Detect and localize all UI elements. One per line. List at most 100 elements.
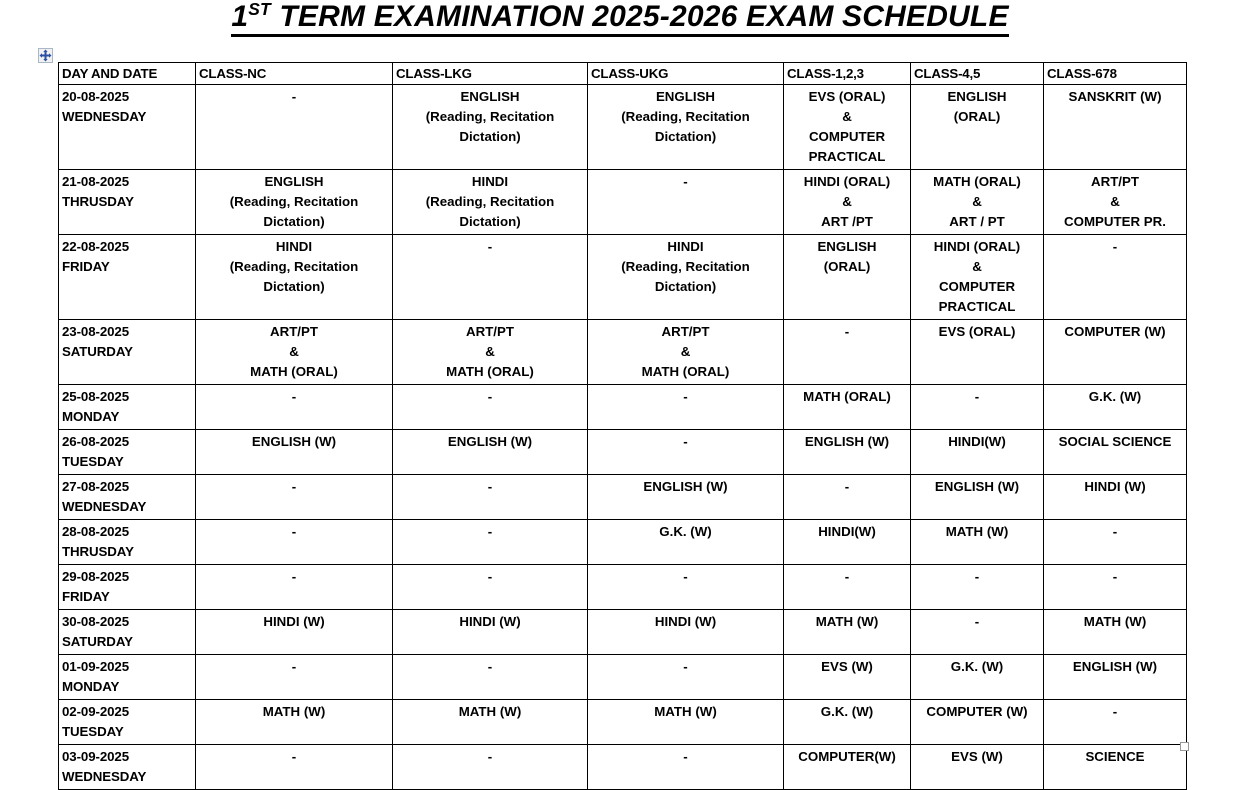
exam-date: 29-08-2025 xyxy=(62,569,130,584)
subject-cell: ART/PT & MATH (ORAL) xyxy=(392,319,588,385)
subject-cell: MATH (ORAL) xyxy=(783,384,911,430)
exam-weekday: THRUSDAY xyxy=(62,194,134,209)
subject-cell: - xyxy=(392,234,588,320)
subject-cell: ENGLISH (W) xyxy=(910,474,1044,520)
subject-cell: HINDI(W) xyxy=(783,519,911,565)
exam-weekday: MONDAY xyxy=(62,679,120,694)
subject-cell: HINDI (Reading, Recitation Dictation) xyxy=(195,234,393,320)
table-move-handle[interactable] xyxy=(38,48,53,63)
table-row: 02-09-2025 TUESDAY MATH (W) MATH (W) MATH (W… xyxy=(58,699,1187,745)
subject-cell: HINDI (ORAL) & COMPUTER PRACTICAL xyxy=(910,234,1044,320)
table-row: 29-08-2025 FRIDAY - - - - - - xyxy=(58,564,1187,610)
exam-weekday: FRIDAY xyxy=(62,259,110,274)
page-title-superscript: ST xyxy=(248,0,271,19)
exam-date: 03-09-2025 xyxy=(62,749,130,764)
table-row: 30-08-2025 SATURDAY HINDI (W) HINDI (W) HIND… xyxy=(58,609,1187,655)
subject-cell: ART/PT & MATH (ORAL) xyxy=(587,319,784,385)
page-title-text: 1ST TERM EXAMINATION 2025-2026 EXAM SCHE… xyxy=(231,0,1009,37)
subject-cell: - xyxy=(195,654,393,700)
subject-cell: - xyxy=(587,744,784,790)
exam-weekday: SATURDAY xyxy=(62,634,133,649)
exam-date: 20-08-2025 xyxy=(62,89,130,104)
table-header-row: DAY AND DATE CLASS-NC CLASS-LKG CLASS-UKG CL… xyxy=(58,62,1187,85)
subject-cell: - xyxy=(910,609,1044,655)
column-header-2: CLASS-LKG xyxy=(392,62,588,85)
subject-cell: ENGLISH (Reading, Recitation Dictation) xyxy=(195,169,393,235)
day-and-date-cell: 03-09-2025 WEDNESDAY xyxy=(58,744,196,790)
subject-cell: - xyxy=(783,319,911,385)
subject-cell: HINDI (Reading, Recitation Dictation) xyxy=(392,169,588,235)
subject-cell: EVS (ORAL) xyxy=(910,319,1044,385)
day-and-date-cell: 23-08-2025 SATURDAY xyxy=(58,319,196,385)
subject-cell: - xyxy=(195,474,393,520)
subject-cell: - xyxy=(392,744,588,790)
table-resize-handle[interactable] xyxy=(1180,742,1189,751)
subject-cell: HINDI (W) xyxy=(195,609,393,655)
subject-cell: - xyxy=(1043,699,1187,745)
column-header-1: CLASS-NC xyxy=(195,62,393,85)
subject-cell: - xyxy=(392,384,588,430)
exam-date: 30-08-2025 xyxy=(62,614,130,629)
table-body: 20-08-2025 WEDNESDAY - ENGLISH (Reading, Re… xyxy=(58,84,1187,790)
exam-date: 26-08-2025 xyxy=(62,434,130,449)
subject-cell: G.K. (W) xyxy=(587,519,784,565)
subject-cell: - xyxy=(910,384,1044,430)
subject-cell: - xyxy=(195,564,393,610)
table-row: 26-08-2025 TUESDAY ENGLISH (W) ENGLISH (W) -… xyxy=(58,429,1187,475)
exam-date: 21-08-2025 xyxy=(62,174,130,189)
exam-weekday: WEDNESDAY xyxy=(62,769,147,784)
exam-schedule-table-container: DAY AND DATE CLASS-NC CLASS-LKG CLASS-UKG CL… xyxy=(58,62,1187,790)
exam-weekday: WEDNESDAY xyxy=(62,499,147,514)
exam-date: 01-09-2025 xyxy=(62,659,130,674)
subject-cell: HINDI (ORAL) & ART /PT xyxy=(783,169,911,235)
day-and-date-cell: 20-08-2025 WEDNESDAY xyxy=(58,84,196,170)
subject-cell: ENGLISH (W) xyxy=(195,429,393,475)
subject-cell: - xyxy=(910,564,1044,610)
table-row: 22-08-2025 FRIDAY HINDI (Reading, Recitati… xyxy=(58,234,1187,320)
exam-date: 23-08-2025 xyxy=(62,324,130,339)
subject-cell: EVS (W) xyxy=(783,654,911,700)
subject-cell: - xyxy=(783,564,911,610)
column-header-5: CLASS-4,5 xyxy=(910,62,1044,85)
subject-cell: G.K. (W) xyxy=(910,654,1044,700)
day-and-date-cell: 21-08-2025 THRUSDAY xyxy=(58,169,196,235)
subject-cell: ENGLISH (W) xyxy=(392,429,588,475)
exam-date: 28-08-2025 xyxy=(62,524,130,539)
subject-cell: MATH (W) xyxy=(195,699,393,745)
table-row: 01-09-2025 MONDAY - - - EVS (W) G.K. (W) ENGLIS… xyxy=(58,654,1187,700)
table-row: 21-08-2025 THRUSDAY ENGLISH (Reading, Reci… xyxy=(58,169,1187,235)
subject-cell: MATH (W) xyxy=(910,519,1044,565)
subject-cell: - xyxy=(587,169,784,235)
subject-cell: SANSKRIT (W) xyxy=(1043,84,1187,170)
subject-cell: COMPUTER (W) xyxy=(1043,319,1187,385)
day-and-date-cell: 26-08-2025 TUESDAY xyxy=(58,429,196,475)
subject-cell: - xyxy=(1043,519,1187,565)
column-header-6: CLASS-678 xyxy=(1043,62,1187,85)
subject-cell: - xyxy=(783,474,911,520)
subject-cell: ART/PT & COMPUTER PR. xyxy=(1043,169,1187,235)
subject-cell: MATH (ORAL) & ART / PT xyxy=(910,169,1044,235)
exam-weekday: TUESDAY xyxy=(62,454,124,469)
exam-weekday: TUESDAY xyxy=(62,724,124,739)
table-header: DAY AND DATE CLASS-NC CLASS-LKG CLASS-UKG CL… xyxy=(58,62,1187,85)
exam-date: 02-09-2025 xyxy=(62,704,130,719)
subject-cell: - xyxy=(1043,564,1187,610)
subject-cell: HINDI (W) xyxy=(1043,474,1187,520)
subject-cell: - xyxy=(587,564,784,610)
move-cross-icon xyxy=(39,49,52,62)
exam-schedule-table: DAY AND DATE CLASS-NC CLASS-LKG CLASS-UKG CL… xyxy=(58,62,1187,790)
exam-weekday: MONDAY xyxy=(62,409,120,424)
column-header-4: CLASS-1,2,3 xyxy=(783,62,911,85)
subject-cell: HINDI (W) xyxy=(587,609,784,655)
subject-cell: - xyxy=(587,429,784,475)
table-row: 27-08-2025 WEDNESDAY - - ENGLISH (W) - ENGLISH… xyxy=(58,474,1187,520)
day-and-date-cell: 29-08-2025 FRIDAY xyxy=(58,564,196,610)
subject-cell: - xyxy=(1043,234,1187,320)
exam-date: 25-08-2025 xyxy=(62,389,130,404)
subject-cell: - xyxy=(195,519,393,565)
subject-cell: ENGLISH (ORAL) xyxy=(910,84,1044,170)
day-and-date-cell: 22-08-2025 FRIDAY xyxy=(58,234,196,320)
subject-cell: - xyxy=(195,744,393,790)
subject-cell: - xyxy=(587,654,784,700)
subject-cell: ENGLISH (Reading, Recitation Dictation) xyxy=(392,84,588,170)
